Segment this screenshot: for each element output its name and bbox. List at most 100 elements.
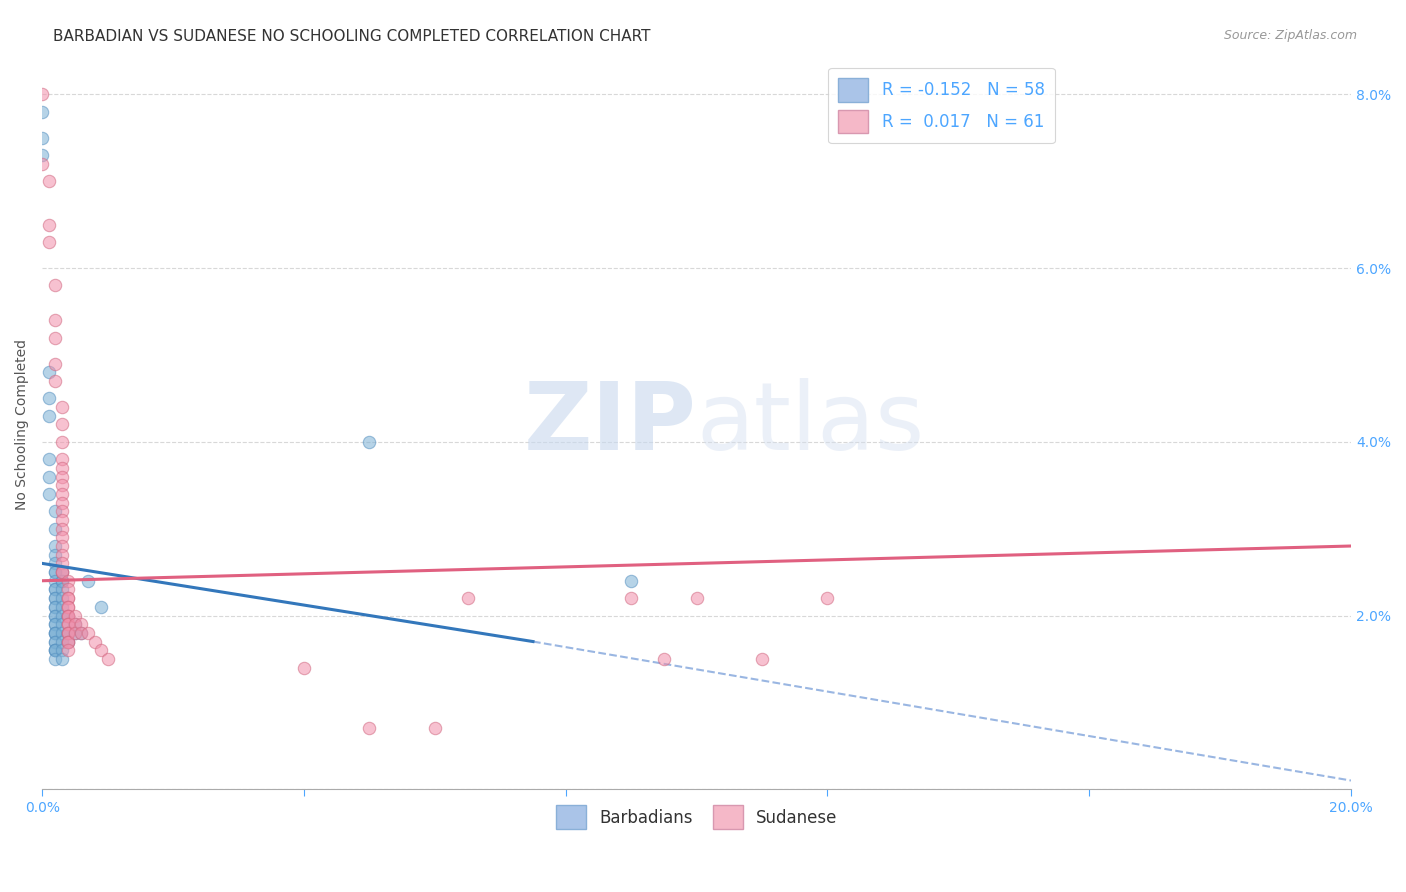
Point <box>77 574 100 588</box>
Text: Source: ZipAtlas.com: Source: ZipAtlas.com <box>1223 29 1357 42</box>
Point <box>38 218 60 232</box>
Point <box>58 625 80 640</box>
Point <box>44 574 66 588</box>
Point <box>31 104 53 119</box>
Point <box>51 574 73 588</box>
Point <box>38 365 60 379</box>
Point <box>44 330 66 344</box>
Point <box>44 625 66 640</box>
Point <box>31 130 53 145</box>
Point <box>652 652 675 666</box>
Point <box>44 643 66 657</box>
Point <box>51 522 73 536</box>
Point <box>44 357 66 371</box>
Point <box>44 504 66 518</box>
Point <box>51 643 73 657</box>
Point <box>70 617 93 632</box>
Point <box>44 522 66 536</box>
Point <box>51 617 73 632</box>
Point <box>51 460 73 475</box>
Point <box>44 539 66 553</box>
Legend: Barbadians, Sudanese: Barbadians, Sudanese <box>550 798 844 836</box>
Point <box>63 617 86 632</box>
Point <box>44 599 66 614</box>
Point <box>83 634 105 648</box>
Point <box>31 157 53 171</box>
Text: BARBADIAN VS SUDANESE NO SCHOOLING COMPLETED CORRELATION CHART: BARBADIAN VS SUDANESE NO SCHOOLING COMPL… <box>53 29 651 44</box>
Point <box>51 652 73 666</box>
Point <box>58 634 80 648</box>
Point <box>51 513 73 527</box>
Point <box>38 469 60 483</box>
Point <box>58 599 80 614</box>
Point <box>44 643 66 657</box>
Point <box>51 634 73 648</box>
Point <box>44 634 66 648</box>
Point <box>51 625 73 640</box>
Text: atlas: atlas <box>696 378 925 470</box>
Point <box>44 608 66 623</box>
Point <box>51 565 73 579</box>
Point <box>620 591 643 606</box>
Point <box>58 625 80 640</box>
Point <box>359 434 381 449</box>
Point <box>38 452 60 467</box>
Point <box>58 617 80 632</box>
Point <box>51 504 73 518</box>
Point <box>90 643 112 657</box>
Point <box>457 591 479 606</box>
Point <box>31 87 53 102</box>
Point <box>44 582 66 597</box>
Point <box>44 591 66 606</box>
Point <box>97 652 120 666</box>
Point <box>31 148 53 162</box>
Point <box>58 617 80 632</box>
Point <box>44 617 66 632</box>
Point <box>44 374 66 388</box>
Point <box>817 591 839 606</box>
Point <box>38 392 60 406</box>
Point <box>44 278 66 293</box>
Point <box>44 625 66 640</box>
Point <box>63 625 86 640</box>
Point <box>44 582 66 597</box>
Point <box>38 235 60 249</box>
Point <box>77 625 100 640</box>
Point <box>44 608 66 623</box>
Point <box>44 634 66 648</box>
Point <box>44 313 66 327</box>
Point <box>58 591 80 606</box>
Point <box>51 469 73 483</box>
Point <box>359 722 381 736</box>
Point <box>51 608 73 623</box>
Point <box>51 565 73 579</box>
Point <box>51 557 73 571</box>
Point <box>51 565 73 579</box>
Point <box>751 652 773 666</box>
Point <box>38 409 60 423</box>
Point <box>51 487 73 501</box>
Point <box>51 495 73 509</box>
Point <box>70 625 93 640</box>
Point <box>51 591 73 606</box>
Point <box>58 625 80 640</box>
Point <box>51 452 73 467</box>
Point <box>63 608 86 623</box>
Point <box>51 539 73 553</box>
Point <box>44 565 66 579</box>
Point <box>44 652 66 666</box>
Point <box>44 599 66 614</box>
Point <box>58 608 80 623</box>
Point <box>38 487 60 501</box>
Point <box>51 548 73 562</box>
Point <box>51 599 73 614</box>
Point <box>51 417 73 432</box>
Point <box>51 582 73 597</box>
Point <box>58 643 80 657</box>
Point <box>44 617 66 632</box>
Point <box>51 400 73 414</box>
Point <box>292 660 315 674</box>
Point <box>58 574 80 588</box>
Point <box>63 617 86 632</box>
Point <box>620 574 643 588</box>
